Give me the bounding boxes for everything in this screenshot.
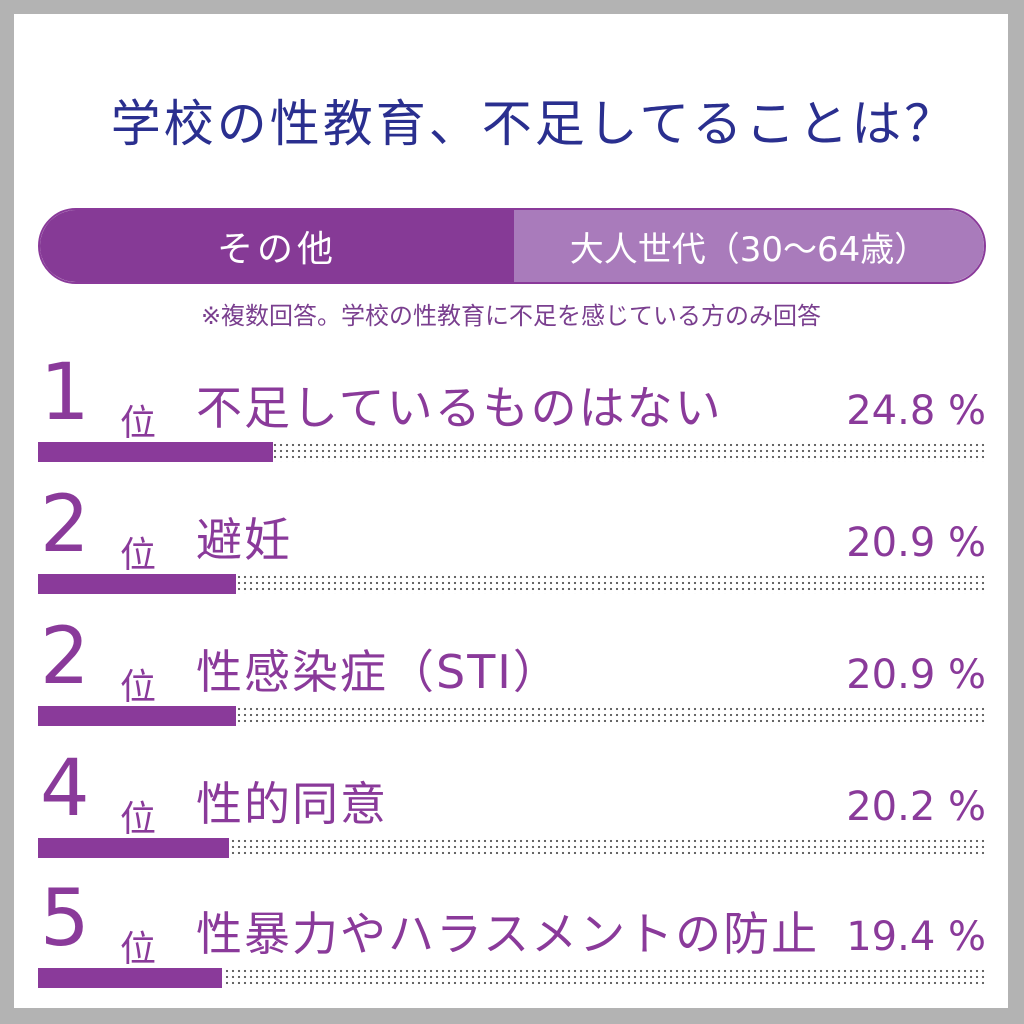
bar-fill [38, 706, 236, 726]
page-title: 学校の性教育、不足してることは？ [110, 95, 958, 153]
ranking-row: 1 位不足しているものはない 24.8 % [38, 354, 986, 468]
bar-fill [38, 574, 236, 594]
value-label: 20.9 % [846, 652, 986, 698]
category-label: 性的同意 [196, 777, 388, 831]
value-label: 20.2 % [846, 784, 986, 830]
rank-unit-label: 位 [120, 667, 157, 708]
bar-track [38, 706, 986, 726]
ranking-card: 学校の性教育、不足してることは？ その他 大人世代（30〜64歳） ※複数回答。… [14, 14, 1008, 1008]
survey-note: ※複数回答。学校の性教育に不足を感じている方のみ回答 [200, 302, 822, 330]
ranking-row: 4 位性的同意 20.2 % [38, 750, 986, 864]
rank-number: 1 [40, 348, 90, 438]
rank-unit-label: 位 [120, 929, 157, 970]
bar-fill [38, 968, 222, 988]
bar-track [38, 442, 986, 462]
bar-fill [38, 442, 273, 462]
category-label: 避妊 [196, 513, 292, 567]
bar-track [38, 838, 986, 858]
category-label: 性暴力やハラスメントの防止 [196, 907, 820, 961]
rank-number: 5 [40, 874, 90, 964]
ranking-row: 5 位性暴力やハラスメントの防止 19.4 % [38, 880, 986, 994]
tab-other[interactable]: その他 [40, 210, 514, 282]
ranking-row: 2 位性感染症（STI） 20.9 % [38, 618, 986, 732]
value-label: 20.9 % [846, 520, 986, 566]
segment-tabs: その他 大人世代（30〜64歳） [38, 208, 986, 284]
bar-track [38, 574, 986, 594]
value-label: 19.4 % [846, 914, 986, 960]
bar-fill [38, 838, 229, 858]
rank-unit-label: 位 [120, 535, 157, 576]
category-label: 不足しているものはない [196, 381, 723, 435]
value-label: 24.8 % [846, 388, 986, 434]
ranking-row: 2 位避妊 20.9 % [38, 486, 986, 600]
rank-number: 2 [40, 612, 90, 702]
tab-adult-generation[interactable]: 大人世代（30〜64歳） [514, 210, 984, 282]
category-label: 性感染症（STI） [196, 645, 561, 699]
bar-track [38, 968, 986, 988]
rank-number: 2 [40, 480, 90, 570]
rank-unit-label: 位 [120, 799, 157, 840]
rank-unit-label: 位 [120, 403, 157, 444]
rank-number: 4 [40, 744, 90, 834]
